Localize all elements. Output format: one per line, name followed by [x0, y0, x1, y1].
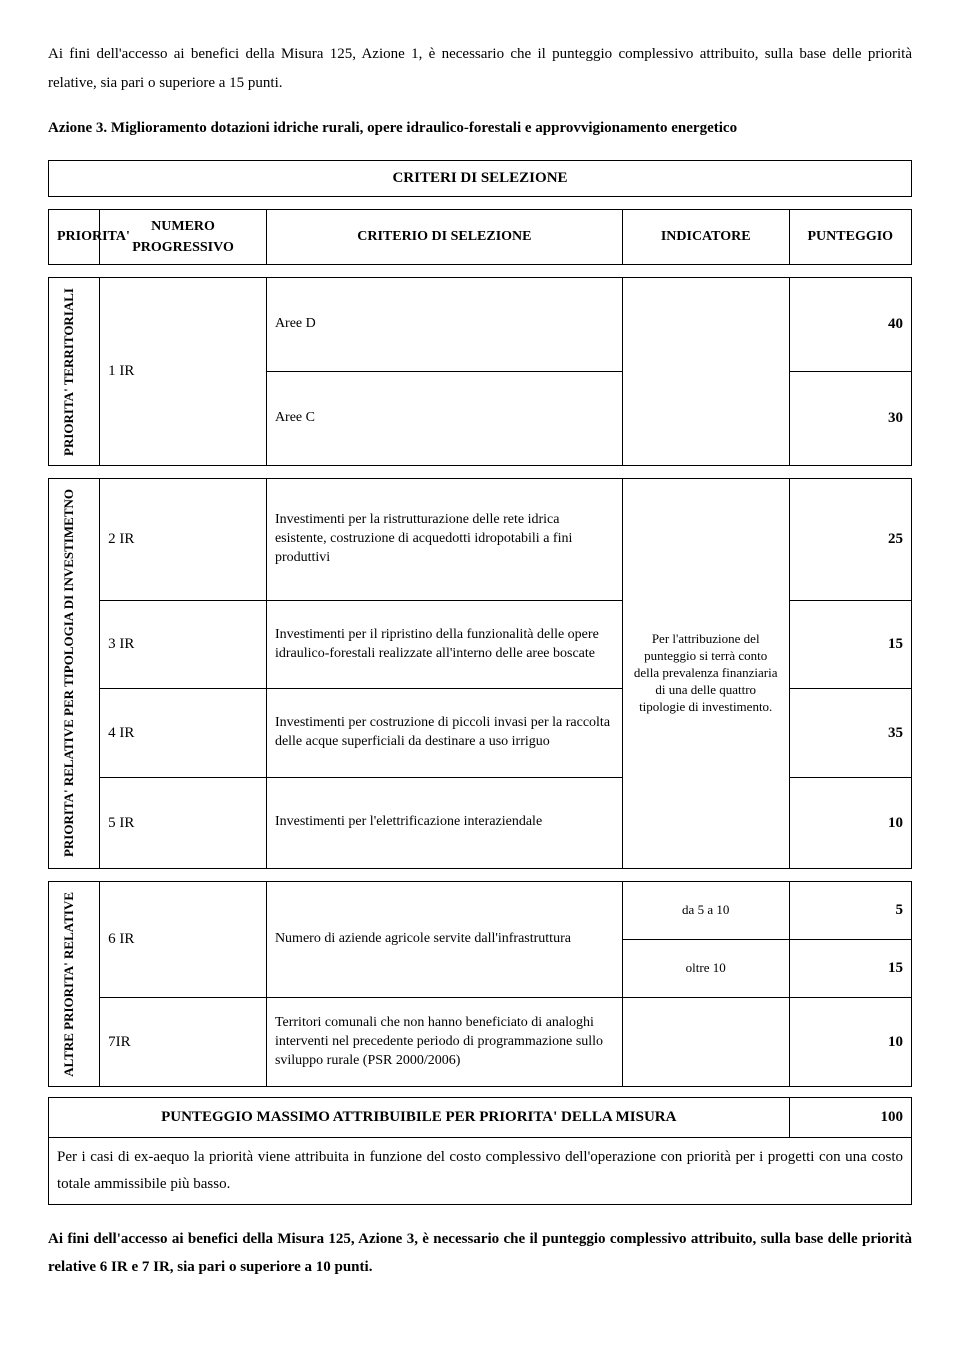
- row-2ir-desc: Investimenti per la ristrutturazione del…: [266, 479, 622, 600]
- header-criterio: CRITERIO DI SELEZIONE: [266, 209, 622, 264]
- row-3ir-score: 15: [789, 600, 911, 689]
- max-label: PUNTEGGIO MASSIMO ATTRIBUIBILE PER PRIOR…: [49, 1098, 790, 1138]
- action-heading: Azione 3. Miglioramento dotazioni idrich…: [48, 115, 912, 142]
- row-aree-d: Aree D: [266, 277, 622, 371]
- row-2ir-score: 25: [789, 479, 911, 600]
- row-1ir-num: 1 IR: [100, 277, 267, 466]
- exaequo-note: Per i casi di ex-aequo la priorità viene…: [49, 1137, 912, 1204]
- row-2ir-num: 2 IR: [100, 479, 267, 600]
- row-4ir-num: 4 IR: [100, 689, 267, 778]
- row-7ir-indicator: [622, 998, 789, 1087]
- row-7ir-desc: Territori comunali che non hanno benefic…: [266, 998, 622, 1087]
- row-aree-d-score: 40: [789, 277, 911, 371]
- row-6ir-num: 6 IR: [100, 881, 267, 998]
- row-5ir-num: 5 IR: [100, 778, 267, 869]
- row-6ir-score-2: 15: [789, 939, 911, 997]
- row-aree-c-score: 30: [789, 371, 911, 465]
- section-tipologia-indicator: Per l'attribuzione del punteggio si terr…: [622, 479, 789, 868]
- header-indicatore: INDICATORE: [622, 209, 789, 264]
- row-1ir-indicator: [622, 277, 789, 466]
- row-6ir-score-1: 5: [789, 881, 911, 939]
- row-6ir-desc: Numero di aziende agricole servite dall'…: [266, 881, 622, 998]
- final-paragraph: Ai fini dell'accesso ai benefici della M…: [48, 1225, 912, 1282]
- max-score: 100: [789, 1098, 911, 1138]
- row-5ir-desc: Investimenti per l'elettrificazione inte…: [266, 778, 622, 869]
- row-7ir-num: 7IR: [100, 998, 267, 1087]
- row-aree-c: Aree C: [266, 371, 622, 465]
- criteria-table: CRITERI DI SELEZIONE PRIORITA' NUMERO PR…: [48, 160, 912, 1205]
- row-6ir-ind-2: oltre 10: [622, 939, 789, 997]
- criteri-title: CRITERI DI SELEZIONE: [49, 161, 912, 197]
- row-5ir-score: 10: [789, 778, 911, 869]
- header-punteggio: PUNTEGGIO: [789, 209, 911, 264]
- row-4ir-desc: Investimenti per costruzione di piccoli …: [266, 689, 622, 778]
- row-3ir-desc: Investimenti per il ripristino della fun…: [266, 600, 622, 689]
- section-territoriali-label: PRIORITA' TERRITORIALI: [49, 277, 100, 466]
- header-priorita: PRIORITA': [49, 209, 100, 264]
- row-4ir-score: 35: [789, 689, 911, 778]
- row-6ir-ind-1: da 5 a 10: [622, 881, 789, 939]
- intro-paragraph: Ai fini dell'accesso ai benefici della M…: [48, 40, 912, 97]
- section-altre-label: ALTRE PRIORITA' RELATIVE: [49, 881, 100, 1087]
- row-3ir-num: 3 IR: [100, 600, 267, 689]
- row-7ir-score: 10: [789, 998, 911, 1087]
- section-tipologia-label: PRIORITA' RELATIVE PER TIPOLOGIA DI INVE…: [49, 479, 100, 868]
